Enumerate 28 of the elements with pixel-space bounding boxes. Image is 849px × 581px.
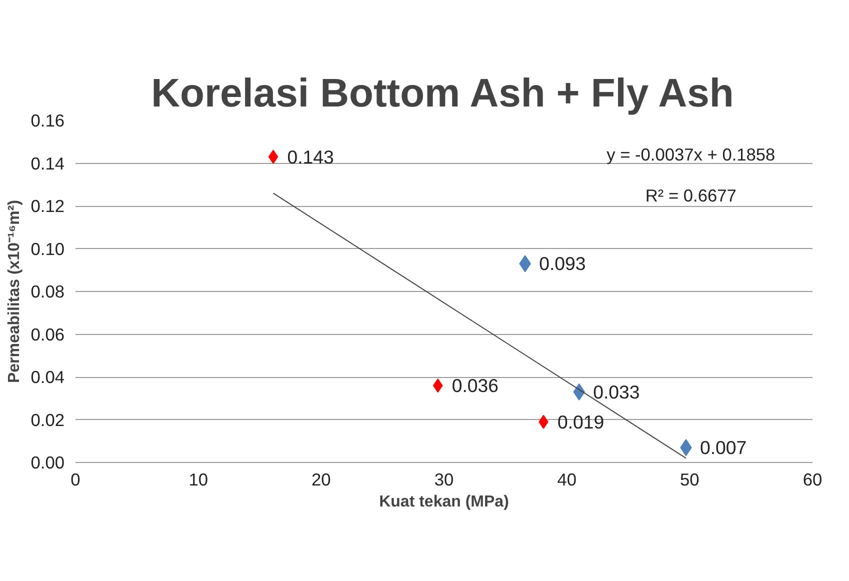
data-label: 0.019 xyxy=(557,411,604,432)
x-tick-label: 30 xyxy=(434,470,454,490)
y-tick-label: 0.14 xyxy=(30,153,65,174)
x-tick-label: 10 xyxy=(188,470,208,490)
annotation: R² = 0.6677 xyxy=(645,186,736,206)
y-tick-label: 0.16 xyxy=(30,110,65,130)
data-label: 0.093 xyxy=(539,253,586,274)
x-tick-label: 0 xyxy=(70,470,80,490)
data-label: 0.007 xyxy=(700,437,747,458)
y-tick-label: 0.12 xyxy=(30,196,65,216)
y-tick-label: 0.00 xyxy=(30,452,65,472)
y-tick-label: 0.10 xyxy=(30,238,65,259)
y-axis-title: Permeabilitas (x10⁻¹⁶m²) xyxy=(6,200,23,384)
x-axis-title: Kuat tekan (MPa) xyxy=(379,494,509,510)
y-tick-label: 0.02 xyxy=(30,410,65,430)
data-label: 0.143 xyxy=(287,146,334,168)
point xyxy=(268,150,278,164)
annotation: y = -0.0037x + 0.1858 xyxy=(606,144,776,165)
data-label: 0.036 xyxy=(452,375,499,396)
x-tick-label: 60 xyxy=(802,470,822,490)
x-tick-label: 40 xyxy=(557,470,576,490)
y-tick-label: 0.08 xyxy=(30,282,65,302)
y-tick-label: 0.04 xyxy=(30,367,65,387)
y-tick-label: 0.06 xyxy=(30,324,65,344)
chart-title: Korelasi Bottom Ash + Fly Ash xyxy=(151,72,734,116)
x-tick-label: 20 xyxy=(312,470,331,490)
x-tick-label: 50 xyxy=(680,470,700,490)
data-label: 0.033 xyxy=(593,381,640,402)
